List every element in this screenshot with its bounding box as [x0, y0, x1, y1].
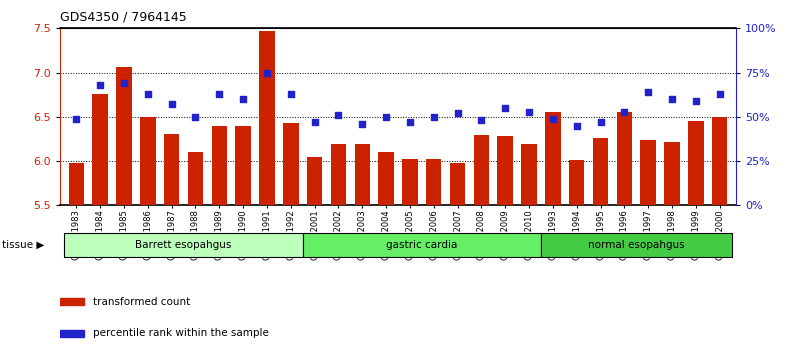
Point [404, 119, 416, 125]
Bar [164, 134, 179, 205]
Point [142, 91, 154, 97]
Bar [521, 144, 537, 205]
Bar [593, 138, 608, 205]
Point [499, 105, 512, 111]
Text: tissue ▶: tissue ▶ [2, 240, 44, 250]
Bar [140, 117, 155, 205]
Bar [569, 160, 584, 205]
Point [356, 121, 369, 127]
Point [332, 112, 345, 118]
Point [618, 109, 630, 114]
Bar [283, 123, 298, 205]
Point [594, 119, 607, 125]
Bar [60, 298, 84, 305]
Bar [545, 113, 560, 205]
Point [570, 123, 583, 129]
Point [260, 70, 273, 75]
Text: Barrett esopahgus: Barrett esopahgus [135, 240, 232, 250]
Point [642, 89, 654, 95]
Point [189, 114, 202, 120]
Point [523, 109, 536, 114]
Point [118, 80, 131, 86]
Point [547, 116, 560, 121]
Bar [259, 31, 275, 205]
Bar [60, 330, 84, 337]
Point [380, 114, 392, 120]
Bar [212, 126, 227, 205]
Bar [474, 135, 489, 205]
Bar [378, 152, 394, 205]
Bar [68, 163, 84, 205]
Point [713, 91, 726, 97]
Point [665, 96, 678, 102]
Point [427, 114, 440, 120]
Bar [426, 159, 442, 205]
Bar [92, 94, 108, 205]
Point [166, 102, 178, 107]
Bar [541, 233, 732, 257]
Bar [307, 157, 322, 205]
Bar [617, 112, 632, 205]
Point [284, 91, 297, 97]
Bar [354, 144, 370, 205]
Text: percentile rank within the sample: percentile rank within the sample [92, 329, 268, 338]
Text: normal esopahgus: normal esopahgus [588, 240, 685, 250]
Bar [188, 152, 203, 205]
Text: gastric cardia: gastric cardia [386, 240, 458, 250]
Bar [116, 67, 132, 205]
Bar [302, 233, 541, 257]
Text: transformed count: transformed count [92, 297, 189, 307]
Bar [236, 126, 251, 205]
Point [213, 91, 226, 97]
Point [308, 119, 321, 125]
Bar [712, 117, 728, 205]
Point [94, 82, 107, 88]
Bar [330, 144, 346, 205]
Bar [688, 121, 704, 205]
Bar [641, 140, 656, 205]
Point [451, 110, 464, 116]
Bar [664, 143, 680, 205]
Bar [498, 136, 513, 205]
Bar [450, 163, 466, 205]
Text: GDS4350 / 7964145: GDS4350 / 7964145 [60, 11, 186, 24]
Point [70, 116, 83, 121]
Bar [64, 233, 302, 257]
Bar [402, 159, 418, 205]
Point [236, 96, 249, 102]
Point [475, 118, 488, 123]
Point [689, 98, 702, 104]
